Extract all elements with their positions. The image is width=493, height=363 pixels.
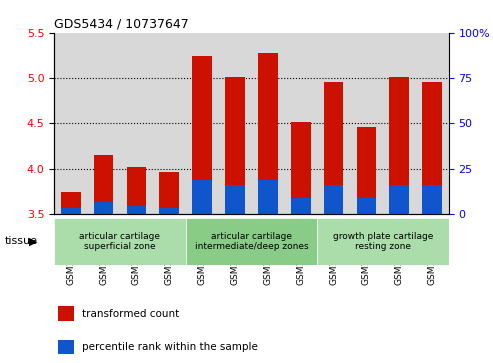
Bar: [159, 208, 179, 214]
Text: articular cartilage
intermediate/deep zones: articular cartilage intermediate/deep zo…: [195, 232, 308, 251]
Bar: [159, 171, 179, 214]
Text: articular cartilage
superficial zone: articular cartilage superficial zone: [79, 232, 160, 251]
Bar: [94, 203, 113, 214]
Bar: [356, 127, 376, 214]
Bar: [153, 33, 186, 214]
Bar: [389, 77, 409, 214]
Bar: [423, 82, 442, 214]
Bar: [58, 340, 74, 354]
Text: transformed count: transformed count: [82, 309, 179, 319]
Bar: [383, 33, 416, 214]
Text: percentile rank within the sample: percentile rank within the sample: [82, 342, 258, 352]
Text: tissue: tissue: [5, 236, 38, 246]
Bar: [350, 33, 383, 214]
Bar: [251, 33, 284, 214]
Bar: [317, 218, 449, 265]
Text: ▶: ▶: [29, 236, 37, 246]
Bar: [324, 82, 344, 214]
Bar: [317, 33, 350, 214]
Bar: [423, 185, 442, 214]
Bar: [356, 198, 376, 214]
Bar: [284, 33, 317, 214]
Bar: [192, 180, 212, 214]
Bar: [291, 122, 311, 214]
Bar: [258, 53, 278, 214]
Bar: [61, 192, 80, 214]
Bar: [324, 185, 344, 214]
Text: GDS5434 / 10737647: GDS5434 / 10737647: [54, 17, 189, 30]
Bar: [127, 206, 146, 214]
Bar: [192, 56, 212, 214]
Bar: [186, 33, 218, 214]
Bar: [218, 33, 251, 214]
Bar: [54, 218, 186, 265]
Bar: [87, 33, 120, 214]
Bar: [61, 208, 80, 214]
Bar: [416, 33, 449, 214]
Bar: [58, 306, 74, 321]
Bar: [225, 77, 245, 214]
Bar: [186, 218, 317, 265]
Text: growth plate cartilage
resting zone: growth plate cartilage resting zone: [333, 232, 433, 251]
Bar: [291, 198, 311, 214]
Bar: [225, 185, 245, 214]
Bar: [127, 167, 146, 214]
Bar: [120, 33, 153, 214]
Bar: [389, 185, 409, 214]
Bar: [94, 155, 113, 214]
Bar: [54, 33, 87, 214]
Bar: [258, 180, 278, 214]
